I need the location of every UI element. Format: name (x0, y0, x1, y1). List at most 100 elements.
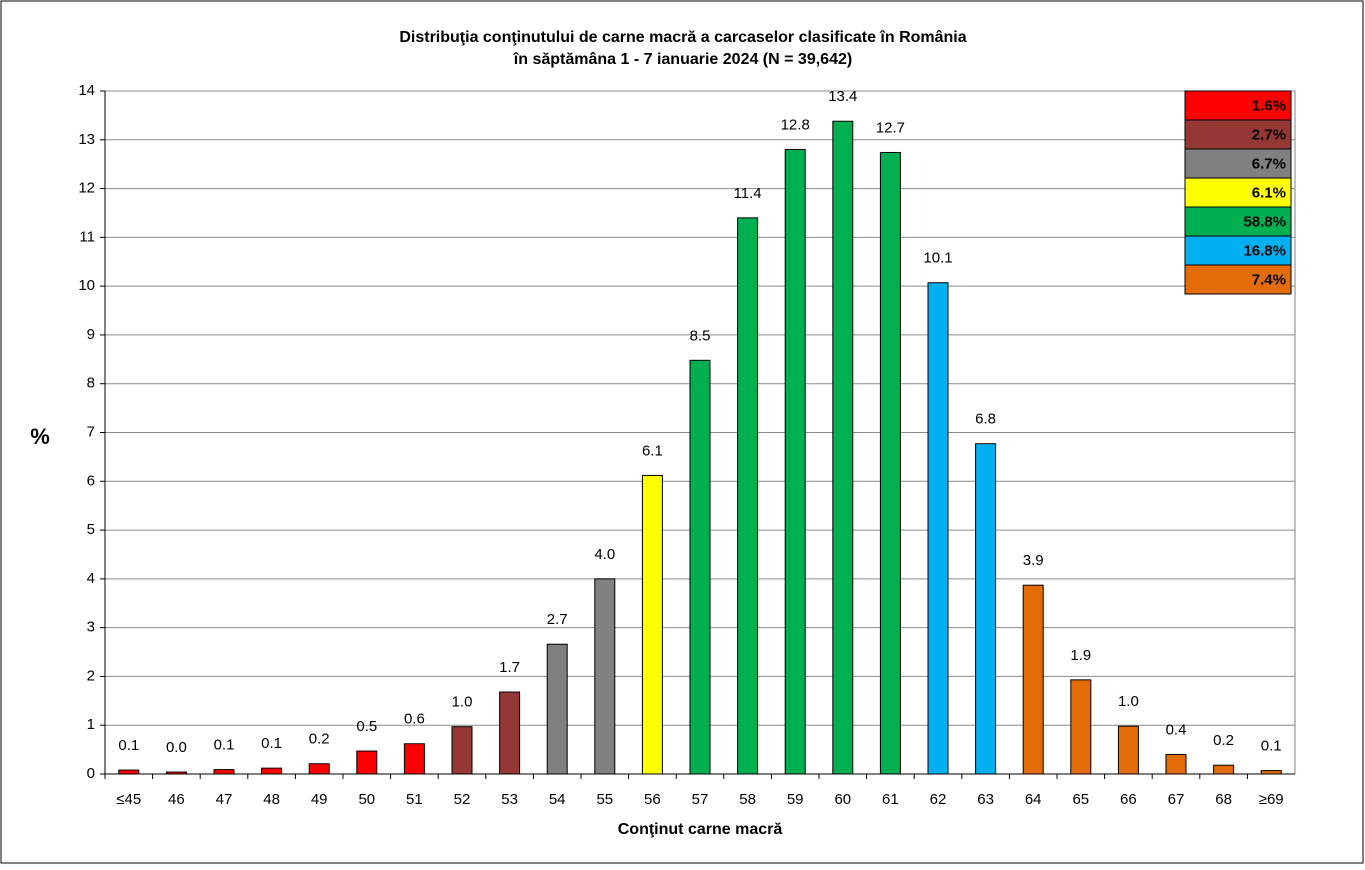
x-tick-label: 51 (406, 791, 423, 808)
x-tick-label: 57 (692, 791, 709, 808)
bar (641, 474, 663, 775)
value-label: 0.1 (1261, 738, 1282, 755)
x-tick-label: 60 (834, 791, 851, 808)
value-label: 3.9 (1023, 552, 1044, 569)
legend-text: 7.4% (1252, 271, 1286, 288)
bar (261, 767, 283, 775)
chart-title: Distribuţia conţinutului de carne macră … (399, 29, 966, 46)
legend-text: 16.8% (1243, 242, 1286, 259)
bar (213, 769, 235, 775)
y-tick-label: 9 (87, 326, 95, 343)
x-tick-label: 64 (1025, 791, 1042, 808)
bar (546, 643, 568, 775)
bar (689, 359, 711, 775)
x-tick-label: 67 (1168, 791, 1185, 808)
value-label: 0.4 (1166, 721, 1187, 738)
value-label: 1.9 (1070, 647, 1091, 664)
legend-box (1184, 177, 1292, 208)
x-tick-label: 53 (501, 791, 518, 808)
y-tick-label: 3 (87, 619, 95, 636)
chart-subtitle: în săptămâna 1 - 7 ianuarie 2024 (N = 39… (513, 51, 852, 68)
legend-box (1184, 90, 1292, 121)
bar (1165, 753, 1187, 775)
bar (1260, 770, 1282, 775)
y-tick-label: 7 (87, 423, 95, 440)
y-tick-label: 1 (87, 716, 95, 733)
value-label: 12.7 (876, 119, 905, 136)
legend-box (1184, 235, 1292, 266)
bar (451, 726, 473, 775)
bar (165, 771, 187, 775)
x-tick-label: 54 (549, 791, 566, 808)
legend-box (1184, 206, 1292, 237)
x-axis-label: Conţinut carne macră (618, 821, 783, 838)
value-label: 0.2 (309, 731, 330, 748)
legend-text: 6.7% (1252, 155, 1286, 172)
x-tick-label: ≥69 (1259, 791, 1284, 808)
bar (308, 763, 330, 775)
x-tick-label: 50 (358, 791, 375, 808)
value-label: 0.1 (214, 737, 235, 754)
x-tick-label: 46 (168, 791, 185, 808)
value-label: 2.7 (547, 611, 568, 628)
x-tick-label: 59 (787, 791, 804, 808)
y-tick-label: 5 (87, 521, 95, 538)
bar (879, 151, 901, 775)
bar (1213, 764, 1235, 775)
bar (594, 578, 616, 775)
bar (1117, 725, 1139, 775)
value-label: 0.0 (166, 739, 187, 756)
bar (975, 443, 997, 775)
y-tick-label: 6 (87, 472, 95, 489)
x-tick-label: 66 (1120, 791, 1137, 808)
bar (832, 120, 854, 775)
y-tick-label: 4 (87, 570, 95, 587)
value-label: 0.1 (118, 737, 139, 754)
value-label: 12.8 (781, 117, 810, 134)
value-label: 1.0 (452, 694, 473, 711)
value-label: 11.4 (734, 185, 762, 202)
x-tick-label: 61 (882, 791, 899, 808)
y-tick-label: 14 (78, 82, 95, 99)
y-tick-label: 8 (87, 375, 95, 392)
x-tick-label: 63 (977, 791, 994, 808)
x-tick-label: 62 (930, 791, 947, 808)
bar (737, 217, 759, 775)
y-tick-label: 12 (78, 180, 95, 197)
x-tick-label: 55 (596, 791, 613, 808)
y-tick-label: 11 (79, 228, 95, 245)
bar (927, 282, 949, 775)
x-tick-label: 52 (454, 791, 471, 808)
legend-text: 6.1% (1252, 184, 1286, 201)
value-label: 4.0 (594, 546, 615, 563)
value-label: 0.5 (356, 718, 377, 735)
bar (499, 691, 521, 775)
x-tick-label: 47 (216, 791, 233, 808)
legend-text: 1.6% (1252, 97, 1286, 114)
bar (1022, 584, 1044, 775)
legend-text: 58.8% (1243, 213, 1286, 230)
legend-box (1184, 119, 1292, 150)
value-label: 0.2 (1213, 732, 1234, 749)
value-label: 1.7 (499, 659, 520, 676)
x-tick-label: 65 (1072, 791, 1089, 808)
value-label: 0.6 (404, 711, 425, 728)
x-tick-label: 68 (1215, 791, 1232, 808)
y-axis-label: % (30, 424, 50, 449)
legend-box (1184, 264, 1292, 295)
value-label: 1.0 (1118, 693, 1139, 710)
y-tick-label: 10 (78, 277, 95, 294)
y-tick-label: 0 (87, 765, 95, 782)
bar (1070, 679, 1092, 775)
y-tick-label: 13 (78, 131, 95, 148)
legend-text: 2.7% (1252, 126, 1286, 143)
value-label: 6.8 (975, 411, 996, 428)
x-tick-label: 48 (263, 791, 280, 808)
x-tick-label: 56 (644, 791, 661, 808)
bar (356, 750, 378, 775)
value-label: 0.1 (261, 735, 282, 752)
value-label: 6.1 (642, 442, 663, 459)
x-tick-label: 49 (311, 791, 328, 808)
legend-box (1184, 148, 1292, 179)
